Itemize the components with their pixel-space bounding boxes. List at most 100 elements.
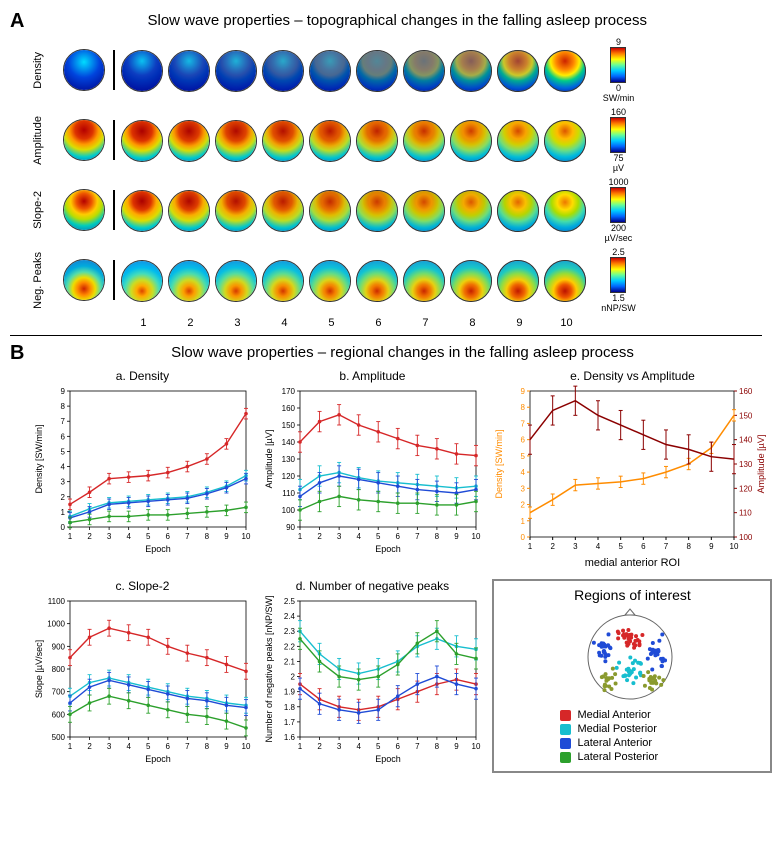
svg-text:2.2: 2.2 [284, 642, 296, 651]
charts-grid: a. Density 012345678912345678910EpochDen… [32, 369, 772, 773]
svg-text:3: 3 [107, 742, 112, 751]
svg-text:100: 100 [282, 506, 296, 515]
svg-text:600: 600 [52, 710, 66, 719]
svg-text:4: 4 [127, 532, 132, 541]
svg-text:2: 2 [88, 532, 93, 541]
svg-text:6: 6 [61, 432, 66, 441]
svg-text:3: 3 [337, 532, 342, 541]
svg-text:0: 0 [61, 523, 66, 532]
svg-text:6: 6 [642, 542, 647, 551]
svg-text:7: 7 [416, 742, 421, 751]
svg-text:Amplitude [µV]: Amplitude [µV] [264, 430, 274, 489]
svg-text:Epoch: Epoch [376, 544, 402, 554]
svg-text:1.9: 1.9 [284, 688, 296, 697]
svg-text:Amplitude [µV]: Amplitude [µV] [756, 435, 766, 494]
svg-text:800: 800 [52, 665, 66, 674]
svg-text:1: 1 [68, 742, 73, 751]
panel-b-title: Slow wave properties – regional changes … [32, 344, 772, 361]
panel-divider [10, 335, 762, 336]
svg-text:8: 8 [435, 532, 440, 541]
svg-text:120: 120 [739, 484, 753, 493]
svg-text:Epoch: Epoch [376, 754, 402, 764]
dva-xlabel: medial anterior ROI [492, 557, 772, 569]
svg-text:8: 8 [687, 542, 692, 551]
roi-legend-item: Medial Anterior [560, 709, 764, 721]
svg-text:Slope [µV/sec]: Slope [µV/sec] [34, 640, 44, 698]
panel-b-label: B [10, 342, 24, 365]
svg-text:4: 4 [127, 742, 132, 751]
svg-text:7: 7 [521, 419, 526, 428]
svg-text:170: 170 [282, 387, 296, 396]
row-label-negpeaks: Neg. Peaks [32, 252, 60, 309]
svg-text:130: 130 [739, 460, 753, 469]
roi-head-diagram [500, 607, 760, 707]
roi-legend-title: Regions of interest [500, 587, 764, 603]
svg-text:3: 3 [337, 742, 342, 751]
svg-text:10: 10 [730, 542, 739, 551]
svg-text:8: 8 [435, 742, 440, 751]
svg-text:3: 3 [521, 484, 526, 493]
svg-text:7: 7 [664, 542, 669, 551]
svg-text:5: 5 [521, 452, 526, 461]
chart-density: a. Density 012345678912345678910EpochDen… [32, 369, 252, 569]
svg-text:6: 6 [166, 532, 171, 541]
svg-text:Epoch: Epoch [146, 544, 172, 554]
svg-text:160: 160 [282, 404, 296, 413]
svg-text:Density [SW/min]: Density [SW/min] [494, 429, 504, 498]
chart-amplitude-title: b. Amplitude [262, 369, 482, 383]
svg-text:7: 7 [186, 532, 191, 541]
svg-text:2: 2 [88, 742, 93, 751]
roi-legend-item: Lateral Anterior [560, 737, 764, 749]
svg-text:120: 120 [282, 472, 296, 481]
svg-text:5: 5 [376, 532, 381, 541]
svg-text:6: 6 [166, 742, 171, 751]
svg-text:4: 4 [357, 532, 362, 541]
svg-text:110: 110 [739, 509, 752, 518]
svg-text:2: 2 [318, 532, 323, 541]
svg-text:1.6: 1.6 [284, 733, 296, 742]
svg-text:9: 9 [455, 532, 460, 541]
svg-text:4: 4 [521, 468, 526, 477]
svg-text:1: 1 [298, 532, 303, 541]
epoch-numbers: 12345678910 [32, 317, 762, 329]
panel-a-title: Slow wave properties – topographical cha… [32, 12, 762, 29]
svg-text:3: 3 [107, 532, 112, 541]
svg-text:150: 150 [282, 421, 296, 430]
svg-text:0: 0 [521, 533, 526, 542]
chart-slope: c. Slope-2 50060070080090010001100123456… [32, 579, 252, 773]
chart-slope-title: c. Slope-2 [32, 579, 252, 593]
svg-text:3: 3 [574, 542, 579, 551]
svg-text:2: 2 [521, 501, 526, 510]
svg-text:Density [SW/min]: Density [SW/min] [34, 424, 44, 493]
svg-text:700: 700 [52, 688, 66, 697]
svg-text:4: 4 [596, 542, 601, 551]
svg-text:2: 2 [551, 542, 556, 551]
svg-text:2.1: 2.1 [284, 657, 296, 666]
svg-text:1.7: 1.7 [284, 718, 296, 727]
svg-text:10: 10 [242, 532, 251, 541]
svg-text:2: 2 [61, 493, 66, 502]
svg-text:7: 7 [416, 532, 421, 541]
svg-text:90: 90 [287, 523, 296, 532]
svg-text:100: 100 [739, 533, 753, 542]
row-label-density: Density [32, 52, 60, 89]
svg-text:2: 2 [318, 742, 323, 751]
svg-text:10: 10 [242, 742, 251, 751]
chart-density-title: a. Density [32, 369, 252, 383]
svg-text:140: 140 [282, 438, 296, 447]
svg-text:900: 900 [52, 642, 66, 651]
panel-a-label: A [10, 10, 24, 33]
svg-text:140: 140 [739, 436, 753, 445]
chart-negpeaks-title: d. Number of negative peaks [262, 579, 482, 593]
svg-text:Number of negative peaks [nNP/: Number of negative peaks [nNP/SW] [264, 595, 274, 742]
svg-text:3: 3 [61, 478, 66, 487]
svg-text:10: 10 [472, 532, 481, 541]
svg-text:Epoch: Epoch [146, 754, 172, 764]
svg-text:5: 5 [619, 542, 624, 551]
svg-text:9: 9 [710, 542, 715, 551]
svg-text:5: 5 [376, 742, 381, 751]
svg-text:1: 1 [68, 532, 73, 541]
svg-text:8: 8 [205, 742, 210, 751]
svg-text:1: 1 [61, 508, 66, 517]
svg-text:9: 9 [225, 532, 230, 541]
